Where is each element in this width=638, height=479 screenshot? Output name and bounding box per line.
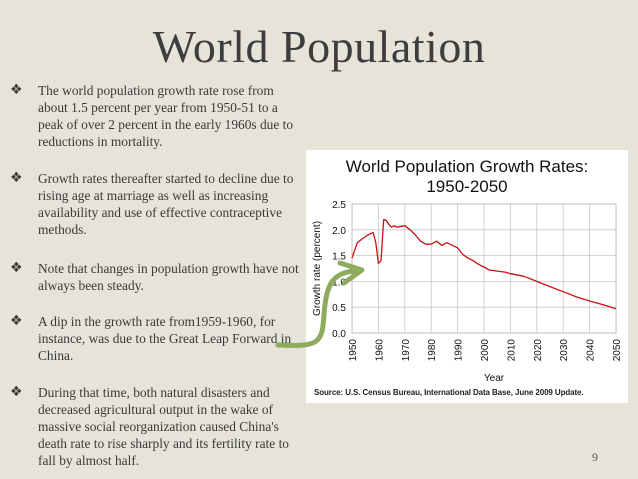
bullet-item: ❖ The world population growth rate rose … xyxy=(10,82,300,150)
bullet-text: A dip in the growth rate from1959-1960, … xyxy=(38,314,292,363)
x-tick-label: 1980 xyxy=(427,339,438,362)
x-tick-label: 2000 xyxy=(480,339,491,362)
slide-title: World Population xyxy=(152,21,486,72)
series-line xyxy=(351,218,617,310)
x-tick-label: 2010 xyxy=(506,339,517,362)
x-axis-label: Year xyxy=(484,373,505,384)
x-tick-label: 1950 xyxy=(348,339,359,362)
bullet-text: Note that changes in population growth h… xyxy=(38,261,299,293)
bullet-item: ❖ Growth rates thereafter started to dec… xyxy=(10,170,300,238)
x-tick-label: 2050 xyxy=(612,339,623,362)
x-tick-label: 2040 xyxy=(586,339,597,362)
bullet-text: The world population growth rate rose fr… xyxy=(38,83,294,149)
y-axis-label: Growth rate (percent) xyxy=(312,221,323,316)
bullet-item: ❖ Note that changes in population growth… xyxy=(10,260,300,294)
bullet-diamond-icon: ❖ xyxy=(10,82,23,98)
green-arrow-head xyxy=(337,260,365,286)
x-tick-label: 2020 xyxy=(533,339,544,362)
chart-title-line1: World Population Growth Rates: xyxy=(345,157,589,176)
growth-rate-chart: World Population Growth Rates: 1950-2050… xyxy=(306,150,628,403)
x-tick-label: 1970 xyxy=(401,339,412,362)
bullet-diamond-icon: ❖ xyxy=(10,384,23,400)
y-tick-label: 2.5 xyxy=(332,200,346,211)
green-arrow-shaft xyxy=(275,268,357,348)
x-tick-label: 2030 xyxy=(559,339,570,362)
bullet-text: During that time, both natural disasters… xyxy=(38,385,289,468)
bullet-diamond-icon: ❖ xyxy=(10,313,23,329)
green-arrow-icon xyxy=(275,260,365,348)
page-number: 9 xyxy=(592,450,598,464)
chart-plot: 0.0 0.5 1.0 1.5 2.0 2.5 1950 1960 1970 1980 1990 20… xyxy=(312,200,623,384)
bullet-text: Growth rates thereafter started to decli… xyxy=(38,171,294,237)
y-tick-label: 2.0 xyxy=(332,226,346,237)
y-tick-label: 0.0 xyxy=(332,329,346,340)
bullet-diamond-icon: ❖ xyxy=(10,260,23,276)
y-tick-label: 1.5 xyxy=(332,252,346,263)
x-tick-label: 1960 xyxy=(374,339,385,362)
chart-source: Source: U.S. Census Bureau, Internationa… xyxy=(314,388,584,397)
y-tick-label: 1.0 xyxy=(332,277,346,288)
bullet-item: ❖ During that time, both natural disaste… xyxy=(10,384,300,469)
x-tick-label: 1990 xyxy=(454,339,465,362)
y-tick-label: 0.5 xyxy=(332,303,346,314)
bullet-item: ❖ A dip in the growth rate from1959-1960… xyxy=(10,313,300,364)
chart-title-line2: 1950-2050 xyxy=(426,177,508,196)
bullet-diamond-icon: ❖ xyxy=(10,170,23,186)
